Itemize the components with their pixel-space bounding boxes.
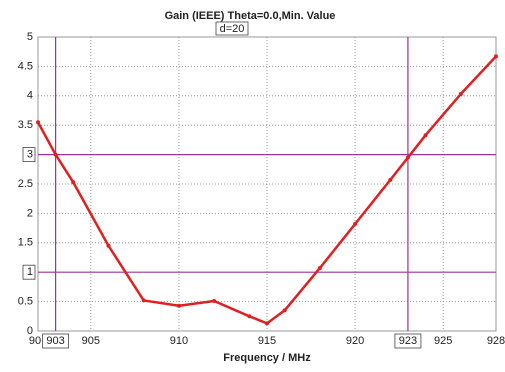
chart-title: Gain (IEEE) Theta=0.0,Min. Value (165, 10, 336, 22)
x-tick-label: 915 (258, 335, 276, 347)
y-tick-label: 2.5 (18, 178, 33, 190)
y-tick-label: 0 (27, 325, 33, 337)
x-marker-label: 923 (399, 335, 417, 347)
x-axis-label: Frequency / MHz (223, 352, 311, 364)
y-tick-label: 2 (27, 207, 33, 219)
point (71, 180, 76, 185)
y-marker-box (22, 264, 36, 280)
y-tick-label: 3.5 (18, 119, 33, 131)
point (36, 120, 40, 125)
point (388, 177, 393, 182)
point (317, 266, 322, 271)
x-marker-box (42, 333, 70, 349)
point (494, 54, 498, 59)
point (282, 308, 287, 313)
x-tick-label: 925 (434, 335, 452, 347)
point (53, 152, 58, 157)
y-tick-label: 4 (27, 90, 33, 102)
y-tick-label: 4.5 (18, 60, 33, 72)
x-tick-label: 905 (82, 335, 100, 347)
x-tick-label: 910 (170, 335, 188, 347)
y-tick-label: 0.5 (18, 296, 33, 308)
y-marker-box (22, 147, 36, 163)
subtitle-box (215, 21, 249, 36)
point (106, 243, 111, 248)
point (247, 314, 252, 319)
y-tick-label: 1 (27, 266, 33, 278)
point (405, 155, 410, 160)
point (458, 92, 463, 97)
x-tick-label: 90 (29, 335, 41, 347)
point (141, 298, 146, 303)
x-marker-label: 903 (46, 335, 64, 347)
point (423, 133, 428, 138)
chart-subtitle: d=20 (220, 23, 245, 35)
x-tick-label: 920 (346, 335, 364, 347)
point (212, 299, 217, 304)
y-tick-label: 5 (27, 31, 33, 43)
y-tick-label: 1.5 (18, 237, 33, 249)
x-marker-box (394, 333, 422, 349)
point (176, 303, 181, 308)
y-tick-label: 3 (27, 149, 33, 161)
point (265, 321, 269, 326)
x-tick-label: 928 (487, 335, 505, 347)
point (353, 221, 358, 226)
